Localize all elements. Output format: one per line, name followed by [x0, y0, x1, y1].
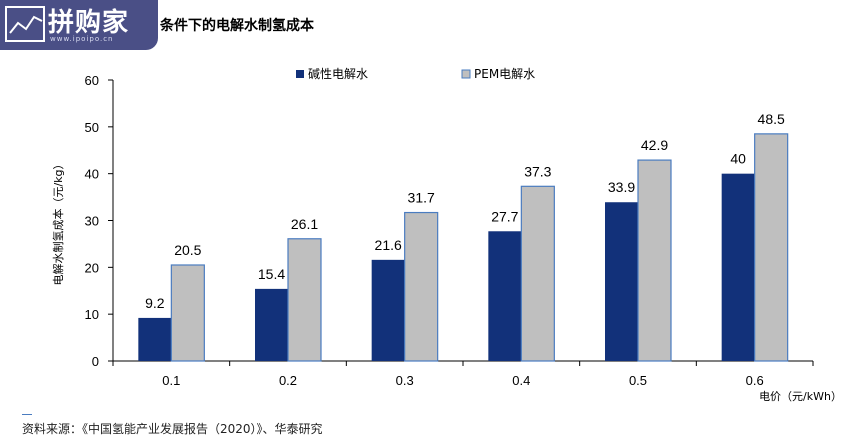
y-tick-label: 20	[85, 260, 99, 275]
data-label: 21.6	[375, 237, 402, 253]
x-tick-label: 0.2	[279, 373, 297, 388]
data-label: 26.1	[291, 216, 318, 232]
chart-title: 条件下的电解水制氢成本	[160, 18, 314, 34]
bar-pem	[170, 264, 205, 362]
x-axis-title: 电价（元/kWh）	[759, 390, 842, 403]
bar-pem	[754, 133, 789, 362]
data-label: 33.9	[608, 179, 635, 195]
data-label: 20.5	[174, 242, 201, 258]
x-tick-label: 0.5	[629, 373, 647, 388]
legend-label: 碱性电解水	[308, 67, 368, 81]
y-tick-label: 60	[85, 73, 99, 88]
data-label: 31.7	[408, 190, 435, 206]
bar-alkaline	[255, 288, 288, 361]
data-label: 42.9	[641, 137, 668, 153]
x-tick-label: 0.4	[512, 373, 530, 388]
x-tick-label: 0.1	[162, 373, 180, 388]
source-note: 资料来源：《中国氢能产业发展报告（2020）》、华泰研究	[22, 422, 323, 436]
bar-alkaline	[488, 231, 522, 361]
bar-pem	[287, 238, 322, 362]
chart-logo-icon	[5, 6, 45, 42]
bar-alkaline	[721, 173, 755, 361]
legend-swatch	[296, 70, 304, 78]
data-label: 40	[730, 151, 746, 167]
y-axis-title: 电解水制氢成本（元/kg）	[51, 158, 65, 285]
data-label: 9.2	[145, 295, 165, 311]
data-label: 27.7	[491, 208, 518, 224]
data-label: 48.5	[758, 111, 785, 127]
bar-alkaline	[371, 259, 405, 361]
bar-pem	[637, 159, 672, 362]
legend-label: PEM电解水	[474, 67, 535, 81]
source-marker	[22, 414, 32, 415]
data-label: 15.4	[258, 266, 285, 282]
logo-text: 拼购家	[48, 8, 130, 38]
bar-alkaline	[138, 317, 172, 361]
logo-url: www.ipoipo.cn	[50, 35, 114, 43]
bar-pem	[404, 211, 439, 362]
y-tick-label: 40	[85, 167, 99, 182]
x-tick-label: 0.6	[746, 373, 764, 388]
y-tick-label: 50	[85, 120, 99, 135]
x-tick-label: 0.3	[396, 373, 414, 388]
y-tick-label: 10	[85, 307, 99, 322]
y-tick-label: 30	[85, 214, 99, 229]
data-label: 37.3	[524, 163, 551, 179]
bar-pem	[520, 185, 555, 362]
legend-swatch	[461, 69, 471, 79]
y-tick-label: 0	[92, 354, 99, 369]
watermark-logo: 拼购家 www.ipoipo.cn	[0, 0, 158, 50]
bar-alkaline	[605, 202, 638, 361]
